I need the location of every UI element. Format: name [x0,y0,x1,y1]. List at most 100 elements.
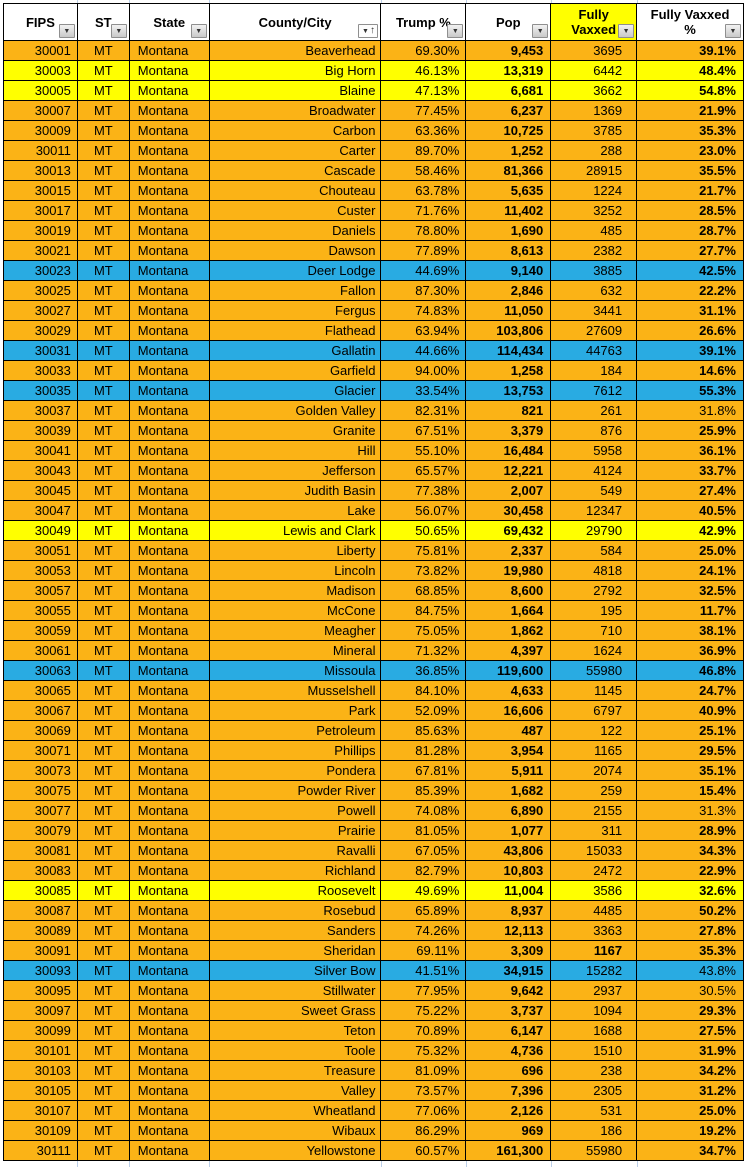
state-cell[interactable]: Montana [128,840,210,861]
vaxpct-cell[interactable]: 34.2% [636,1060,744,1081]
state-cell[interactable]: Montana [128,360,210,381]
st-cell[interactable]: MT [76,760,130,781]
vaxpct-cell[interactable]: 55.3% [636,380,744,401]
pop-cell[interactable]: 69,432 [465,520,552,541]
vax-cell[interactable]: 55980 [550,660,638,681]
state-cell[interactable]: Montana [128,940,210,961]
vaxpct-cell[interactable]: 35.3% [636,940,744,961]
vax-cell[interactable]: 3662 [550,80,638,101]
fips-cell[interactable]: 30109 [3,1120,78,1141]
fips-cell[interactable]: 30055 [3,600,78,621]
st-cell[interactable]: MT [76,160,130,181]
state-cell[interactable]: Montana [128,1080,210,1101]
pop-cell[interactable]: 12,113 [465,920,552,941]
trump-cell[interactable]: 75.22% [380,1000,467,1021]
county-cell[interactable]: Mineral [208,640,382,661]
fips-cell[interactable]: 30069 [3,720,78,741]
pop-cell[interactable]: 8,937 [465,900,552,921]
st-cell[interactable]: MT [76,400,130,421]
fips-cell[interactable]: 30051 [3,540,78,561]
fips-cell[interactable]: 30067 [3,700,78,721]
st-cell[interactable]: MT [76,100,130,121]
trump-cell[interactable]: 82.79% [380,860,467,881]
st-cell[interactable]: MT [76,540,130,561]
state-cell[interactable]: Montana [128,580,210,601]
fips-cell[interactable]: 30037 [3,400,78,421]
vaxpct-cell[interactable]: 35.3% [636,120,744,141]
pop-cell[interactable]: 9,140 [465,260,552,281]
fips-cell[interactable]: 30075 [3,780,78,801]
st-cell[interactable]: MT [76,480,130,501]
fips-cell[interactable]: 30085 [3,880,78,901]
fips-cell[interactable]: 30057 [3,580,78,601]
vaxpct-cell[interactable]: 34.3% [636,840,744,861]
vaxpct-cell[interactable]: 28.5% [636,200,744,221]
st-cell[interactable]: MT [76,120,130,141]
st-cell[interactable]: MT [76,960,130,981]
state-cell[interactable]: Montana [128,200,210,221]
trump-cell[interactable]: 87.30% [380,280,467,301]
pop-cell[interactable]: 1,682 [465,780,552,801]
vaxpct-cell[interactable]: 25.1% [636,720,744,741]
county-cell[interactable]: Blaine [208,80,382,101]
state-cell[interactable]: Montana [128,920,210,941]
st-cell[interactable]: MT [76,40,130,61]
state-cell[interactable]: Montana [128,700,210,721]
column-header-vaxpct[interactable]: Fully Vaxxed % ▼ [636,3,744,41]
st-cell[interactable]: MT [76,1120,130,1141]
fips-cell[interactable]: 30079 [3,820,78,841]
pop-cell[interactable]: 43,806 [465,840,552,861]
vax-cell[interactable]: 5958 [550,440,638,461]
pop-cell[interactable]: 5,911 [465,760,552,781]
vax-cell[interactable]: 55980 [550,1140,638,1161]
vaxpct-cell[interactable]: 40.9% [636,700,744,721]
pop-cell[interactable]: 9,453 [465,40,552,61]
county-cell[interactable]: Wibaux [208,1120,382,1141]
pop-cell[interactable]: 16,606 [465,700,552,721]
st-cell[interactable]: MT [76,420,130,441]
st-cell[interactable]: MT [76,280,130,301]
trump-cell[interactable]: 47.13% [380,80,467,101]
vaxpct-cell[interactable]: 31.1% [636,300,744,321]
st-cell[interactable]: MT [76,240,130,261]
fips-cell[interactable]: 30073 [3,760,78,781]
fips-cell[interactable]: 30103 [3,1060,78,1081]
county-cell[interactable]: Lincoln [208,560,382,581]
county-cell[interactable]: McCone [208,600,382,621]
fips-cell[interactable]: 30061 [3,640,78,661]
column-header-county[interactable]: County/City ▼ ↑ [208,3,382,41]
vaxpct-cell[interactable]: 25.0% [636,1100,744,1121]
pop-cell[interactable]: 114,434 [465,340,552,361]
trump-cell[interactable]: 75.05% [380,620,467,641]
pop-cell[interactable]: 2,126 [465,1100,552,1121]
vax-cell[interactable]: 710 [550,620,638,641]
pop-cell[interactable]: 7,396 [465,1080,552,1101]
fips-cell[interactable]: 30095 [3,980,78,1001]
trump-cell[interactable]: 81.05% [380,820,467,841]
fips-cell[interactable]: 30015 [3,180,78,201]
fips-cell[interactable]: 30045 [3,480,78,501]
vaxpct-cell[interactable]: 27.4% [636,480,744,501]
vax-cell[interactable]: 1688 [550,1020,638,1041]
county-cell[interactable]: Golden Valley [208,400,382,421]
filter-dropdown-icon[interactable]: ▼ [190,24,207,38]
county-cell[interactable]: Teton [208,1020,382,1041]
pop-cell[interactable]: 19,980 [465,560,552,581]
fips-cell[interactable]: 30083 [3,860,78,881]
pop-cell[interactable]: 2,337 [465,540,552,561]
vax-cell[interactable]: 4818 [550,560,638,581]
fips-cell[interactable]: 30039 [3,420,78,441]
county-cell[interactable]: Ravalli [208,840,382,861]
pop-cell[interactable]: 1,862 [465,620,552,641]
state-cell[interactable]: Montana [128,600,210,621]
pop-cell[interactable]: 13,753 [465,380,552,401]
pop-cell[interactable]: 10,725 [465,120,552,141]
vaxpct-cell[interactable]: 48.4% [636,60,744,81]
vax-cell[interactable]: 2305 [550,1080,638,1101]
county-cell[interactable]: Rosebud [208,900,382,921]
fips-cell[interactable]: 30077 [3,800,78,821]
st-cell[interactable]: MT [76,1040,130,1061]
st-cell[interactable]: MT [76,140,130,161]
vax-cell[interactable]: 27609 [550,320,638,341]
st-cell[interactable]: MT [76,720,130,741]
